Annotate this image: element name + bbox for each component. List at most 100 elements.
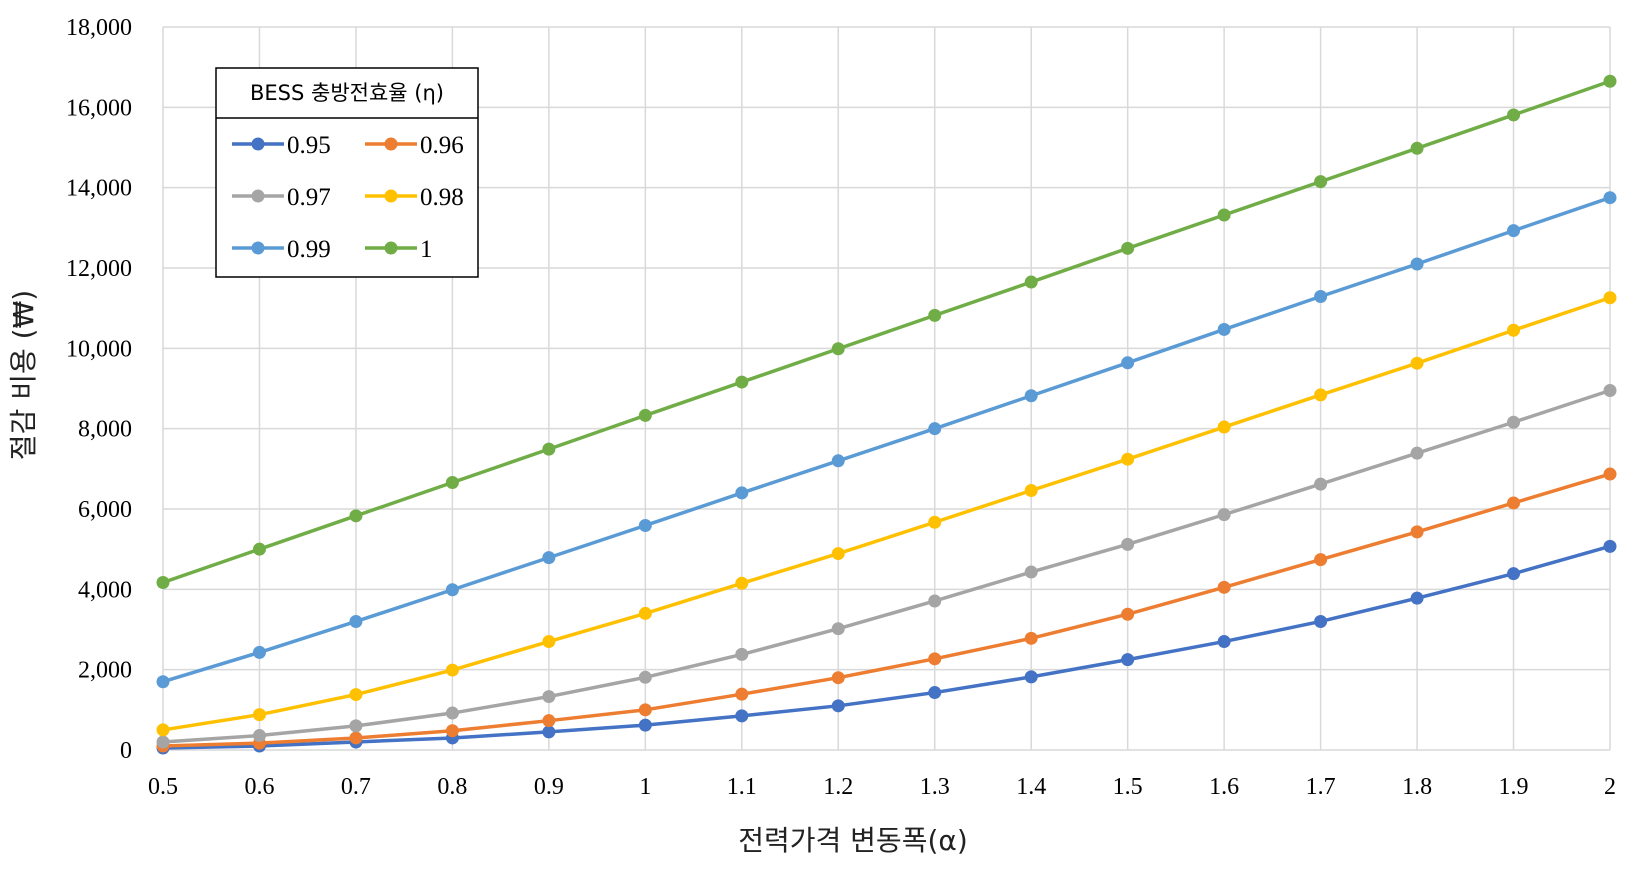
x-tick-label: 0.9 (534, 774, 564, 800)
data-point (445, 663, 459, 677)
series-line (162, 196, 1611, 684)
data-point (735, 375, 749, 389)
data-point (831, 454, 845, 468)
data-point (928, 308, 942, 322)
data-point (735, 647, 749, 661)
data-point (638, 670, 652, 684)
series-line (162, 388, 1611, 744)
legend-label: 1 (420, 236, 433, 263)
series-0.97 (156, 384, 1617, 749)
data-point (156, 723, 170, 737)
data-point (638, 718, 652, 732)
data-point (638, 518, 652, 532)
data-point (156, 675, 170, 689)
data-point (1410, 257, 1424, 271)
data-point (831, 547, 845, 561)
x-tick-label: 1.6 (1209, 774, 1239, 800)
y-tick-label: 12,000 (66, 256, 132, 282)
data-point (1121, 356, 1135, 370)
data-point (928, 515, 942, 529)
data-point (445, 475, 459, 489)
legend-swatch-marker (251, 189, 265, 203)
legend-item-0.96: 0.96 (365, 132, 464, 159)
y-tick-label: 8,000 (78, 417, 132, 443)
data-point (1024, 631, 1038, 645)
data-point (252, 708, 266, 722)
y-tick-label: 2,000 (78, 658, 132, 684)
data-point (1410, 591, 1424, 605)
x-tick-label: 0.7 (341, 774, 371, 800)
data-point (1217, 208, 1231, 222)
data-point (1024, 275, 1038, 289)
data-point (349, 731, 363, 745)
data-point (542, 551, 556, 565)
data-point (1024, 389, 1038, 403)
data-point (638, 606, 652, 620)
data-point (1410, 525, 1424, 539)
x-tick-label: 1.4 (1016, 774, 1046, 800)
series-line (162, 296, 1611, 732)
legend-label: 0.96 (420, 132, 464, 159)
data-point (1121, 452, 1135, 466)
data-point (1603, 74, 1617, 88)
data-point (1314, 175, 1328, 189)
legend: BESS 충방전효율 (η) 0.95 0.96 0.97 0.98 0.99 1 (215, 67, 479, 278)
legend-label: 0.98 (420, 184, 464, 211)
y-tick-label: 4,000 (78, 577, 132, 603)
data-point (542, 690, 556, 704)
data-point (735, 576, 749, 590)
data-point (928, 422, 942, 436)
data-point (1507, 108, 1521, 122)
data-point (349, 509, 363, 523)
data-point (1217, 508, 1231, 522)
data-point (1121, 607, 1135, 621)
data-point (1603, 291, 1617, 305)
legend-item-0.97: 0.97 (232, 184, 331, 211)
legend-item-0.95: 0.95 (232, 132, 331, 159)
data-point (1314, 477, 1328, 491)
x-tick-label: 0.6 (244, 774, 274, 800)
series-0.99 (156, 191, 1617, 689)
data-point (1121, 653, 1135, 667)
series-1 (156, 74, 1617, 590)
x-tick-label: 1.2 (823, 774, 853, 800)
x-tick-label: 0.8 (437, 774, 467, 800)
y-tick-label: 10,000 (66, 336, 132, 362)
data-point (831, 699, 845, 713)
x-tick-labels: 0.5 0.6 0.7 0.8 0.9 1 1.1 1.2 1.3 1.4 1.5 1.6 1.7 1.8… (148, 774, 1616, 800)
data-point (1603, 191, 1617, 205)
data-point (1507, 567, 1521, 581)
data-point (1024, 484, 1038, 498)
data-point (928, 686, 942, 700)
data-point (1121, 241, 1135, 255)
data-point (1410, 446, 1424, 460)
data-point (1024, 565, 1038, 579)
data-point (1410, 141, 1424, 155)
data-point (156, 576, 170, 590)
legend-swatch-marker (384, 137, 398, 151)
data-point (638, 703, 652, 717)
data-point (1217, 420, 1231, 434)
y-tick-label: 16,000 (66, 95, 132, 121)
legend-item-0.98: 0.98 (365, 184, 464, 211)
data-point (1507, 415, 1521, 429)
y-tick-label: 18,000 (66, 15, 132, 41)
data-point (349, 688, 363, 702)
data-point (252, 542, 266, 556)
x-tick-label: 1 (639, 774, 651, 800)
data-point (542, 442, 556, 456)
y-tick-label: 0 (120, 738, 132, 764)
data-point (735, 687, 749, 701)
data-point (349, 719, 363, 733)
data-point (831, 342, 845, 356)
y-tick-label: 6,000 (78, 497, 132, 523)
data-point (1217, 322, 1231, 336)
data-point (1024, 670, 1038, 684)
data-point (1314, 553, 1328, 567)
y-tick-label: 14,000 (66, 176, 132, 202)
data-point (542, 635, 556, 649)
data-point (1410, 356, 1424, 370)
data-point (445, 706, 459, 720)
data-point (252, 729, 266, 743)
x-tick-label: 2 (1604, 774, 1616, 800)
